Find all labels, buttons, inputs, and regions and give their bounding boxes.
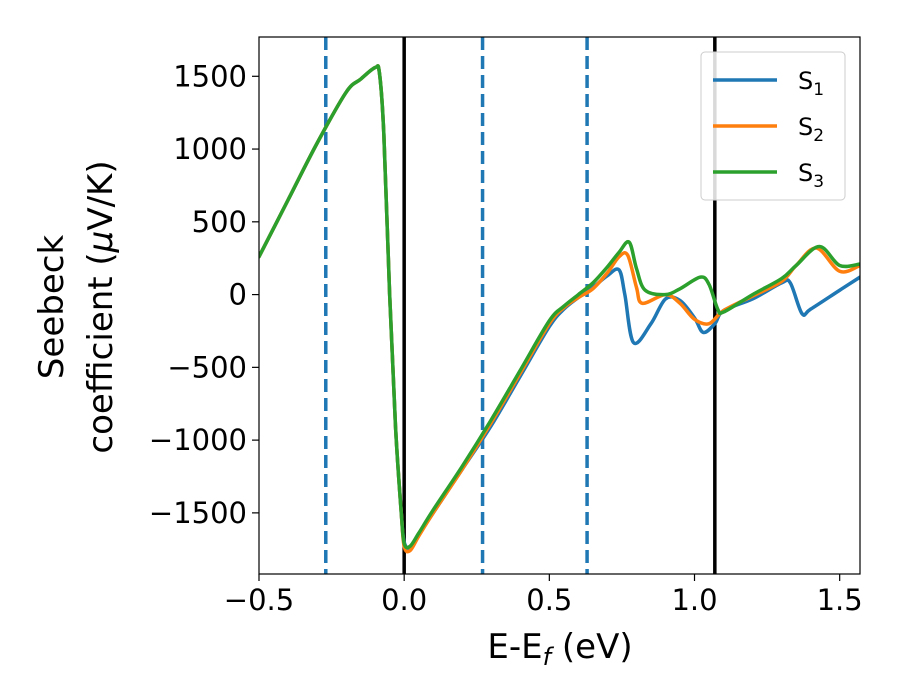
y-tick-label: 0 xyxy=(229,278,247,312)
x-tick-label: 1.0 xyxy=(671,583,717,617)
y-tick-label: 1000 xyxy=(173,132,247,166)
legend-label-2: S2 xyxy=(798,113,824,146)
x-axis-title: E-Ef (eV) xyxy=(487,627,632,671)
y-axis-title: Seebeck coefficient (μV/K) xyxy=(32,160,121,453)
y-tick-label: −1000 xyxy=(149,423,247,457)
x-axis-ticks: −0.5 0.0 0.5 1.0 1.5 xyxy=(224,574,863,617)
y-tick-label: −1500 xyxy=(149,496,247,530)
y-tick-label: 500 xyxy=(192,205,247,239)
x-tick-label: 1.5 xyxy=(817,583,863,617)
x-tick-label: 0.5 xyxy=(526,583,572,617)
y-axis-title-line1: Seebeck xyxy=(32,235,72,380)
y-axis-ticks: −1500 −1000 −500 0 500 1000 1500 xyxy=(149,59,259,530)
plot-frame xyxy=(258,36,861,575)
legend-label-1: S1 xyxy=(798,67,824,100)
x-tick-label: −0.5 xyxy=(224,583,294,617)
y-tick-label: 1500 xyxy=(173,59,247,93)
y-tick-label: −500 xyxy=(167,350,247,384)
legend: S1 S2 S3 xyxy=(700,51,846,201)
legend-label-3: S3 xyxy=(798,159,824,192)
series-lines xyxy=(259,64,860,554)
x-tick-label: 0.0 xyxy=(381,583,427,617)
series-line-3 xyxy=(259,64,860,550)
y-axis-title-line2: coefficient (μV/K) xyxy=(81,160,121,453)
